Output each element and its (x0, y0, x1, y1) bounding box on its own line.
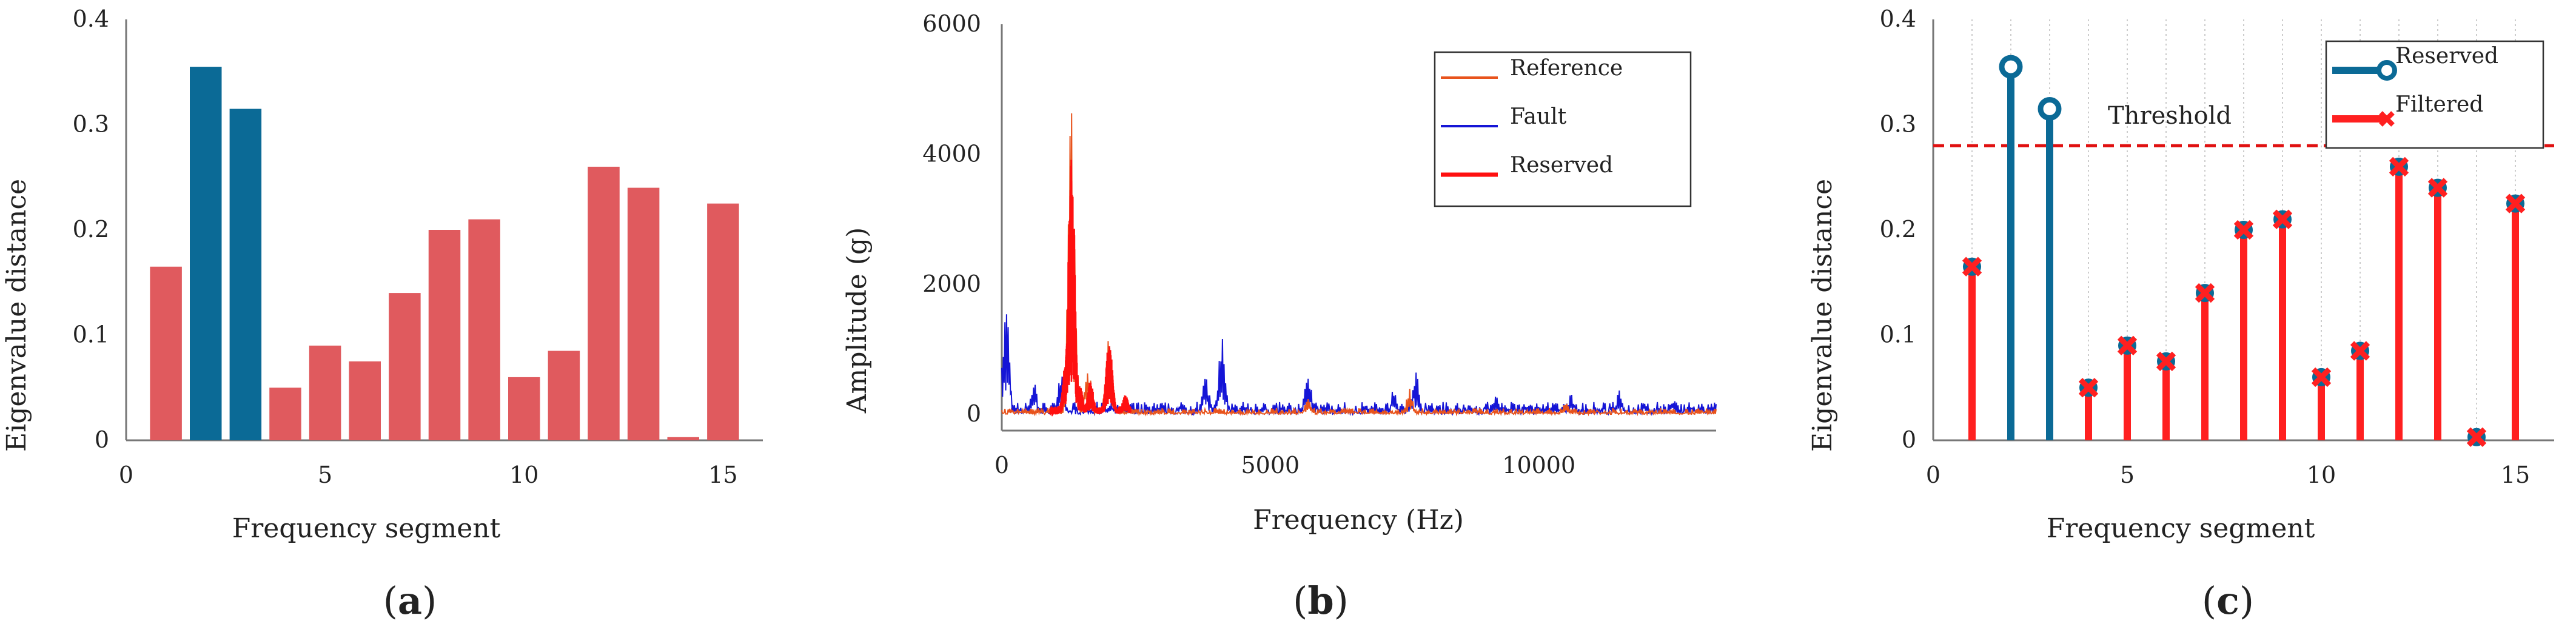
panel-a-bar-10 (508, 377, 540, 440)
panel-c-marker-2 (1999, 55, 2023, 79)
panel-c-ytick: 0.2 (1880, 216, 1916, 243)
legend-reserved-stem-label: Reserved (2395, 44, 2498, 69)
panel-c-marker-11 (2350, 341, 2370, 361)
panel-c-caption: (c) (2202, 579, 2254, 623)
panel-a-bar-2 (190, 67, 222, 440)
panel-b-xtick: 5000 (1241, 452, 1300, 478)
panel-c-y-label: Eigenvalue distance (1807, 179, 1838, 452)
panel-b-series-reserved (1049, 160, 1132, 417)
panel-c-legend-box (2325, 40, 2544, 149)
panel-c-marker-8 (2233, 220, 2254, 240)
panel-a-xtick: 15 (708, 462, 737, 488)
panel-c-caption-letter: c (2216, 579, 2239, 623)
panel-b-x-label: Frequency (Hz) (1253, 505, 1464, 536)
panel-c-tick-labels: 0 5 10 15 0 0.1 0.2 0.3 0.4 (1880, 5, 2531, 488)
panel-c-ytick: 0 (1902, 426, 1916, 453)
panel-c-marker-5 (2117, 335, 2138, 356)
panel-a-y-label: Eigenvalue distance (1, 179, 32, 452)
panel-c-xtick: 5 (2120, 462, 2135, 488)
panel-c-ytick: 0.1 (1880, 321, 1916, 348)
panel-c-marker-3 (2038, 96, 2062, 121)
panel-b-ytick: 0 (967, 400, 981, 427)
panel-a-caption: (a) (383, 579, 437, 623)
panel-c-marker-10 (2311, 367, 2332, 388)
panel-a-bar-15 (707, 203, 739, 440)
panel-a-bar-8 (428, 230, 461, 440)
legend-filtered-marker (2379, 111, 2395, 127)
panel-a-caption-letter: a (398, 579, 422, 623)
panel-c-marker-15 (2505, 193, 2526, 213)
panel-a-xtick: 10 (509, 462, 538, 488)
legend-reference-label: Reference (1510, 56, 1623, 81)
panel-a-bar-13 (627, 187, 660, 440)
panel-a-ytick: 0.1 (73, 321, 109, 348)
panel-a-bar-6 (349, 361, 381, 440)
panel-c-ytick: 0.4 (1880, 5, 1916, 32)
panel-b-tick-labels: 0 5000 10000 0 2000 4000 6000 (922, 10, 1575, 478)
panel-a-bar-12 (588, 166, 620, 440)
panel-a-xtick: 5 (318, 462, 332, 488)
panel-b-series (1001, 113, 1717, 417)
legend-reserved-label: Reserved (1510, 153, 1613, 178)
panel-c-xtick: 15 (2501, 462, 2530, 488)
panel-b-ytick: 6000 (922, 10, 981, 37)
panel-a-bar-4 (269, 388, 301, 440)
panel-a-x-label: Frequency segment (232, 513, 501, 544)
legend-reserved-marker (2376, 60, 2397, 81)
panel-a-ytick: 0.4 (73, 5, 109, 32)
panel-c-stems (1962, 55, 2526, 447)
panel-c-ytick: 0.3 (1880, 111, 1916, 138)
panel-a-tick-labels: 0 5 10 15 0 0.1 0.2 0.3 0.4 (73, 5, 738, 488)
panel-c-marker-4 (2078, 378, 2099, 398)
threshold-label: Threshold (2108, 102, 2232, 130)
panel-c-marker-14 (2466, 427, 2487, 447)
panel-c-xtick: 0 (1926, 462, 1940, 488)
panel-c: Threshold 0 5 10 15 0 0.1 0.2 0.3 0.4 Reserved F… (1807, 5, 2554, 623)
panel-c-xtick: 10 (2307, 462, 2336, 488)
panel-c-marker-12 (2389, 156, 2409, 177)
panel-c-marker-7 (2195, 283, 2215, 303)
panel-a-bar-7 (389, 293, 421, 440)
panel-b-ytick: 2000 (922, 270, 981, 297)
panel-c-x-label: Frequency segment (2047, 513, 2315, 544)
panel-b-y-label: Amplitude (g) (842, 227, 873, 414)
panel-b-ytick: 4000 (922, 140, 981, 167)
panel-a: 0 5 10 15 0 0.1 0.2 0.3 0.4 Frequency segment Ei… (1, 5, 763, 623)
panel-a-bar-14 (667, 437, 699, 440)
panel-b-caption-letter: b (1307, 579, 1333, 623)
legend-fault-label: Fault (1510, 104, 1567, 129)
panel-a-ytick: 0 (95, 426, 109, 453)
panel-a-bar-11 (548, 351, 580, 440)
panel-a-ytick: 0.3 (73, 111, 109, 138)
panel-a-xtick: 0 (119, 462, 133, 488)
panel-a-bar-1 (150, 266, 182, 440)
panel-a-bars (150, 67, 739, 441)
panel-a-bar-3 (229, 109, 262, 441)
panel-c-marker-9 (2272, 209, 2293, 229)
panel-b-xtick: 10000 (1502, 452, 1575, 478)
legend-filtered-stem-label: Filtered (2395, 92, 2483, 117)
panel-c-marker-1 (1962, 257, 1982, 277)
panel-b-caption: (b) (1293, 579, 1349, 623)
panel-c-marker-6 (2156, 351, 2176, 372)
panel-b-xtick: 0 (995, 452, 1009, 478)
panel-a-bar-5 (309, 345, 341, 440)
panel-c-marker-13 (2427, 178, 2448, 198)
panel-a-ytick: 0.2 (73, 216, 109, 243)
panel-a-bar-9 (468, 219, 500, 440)
